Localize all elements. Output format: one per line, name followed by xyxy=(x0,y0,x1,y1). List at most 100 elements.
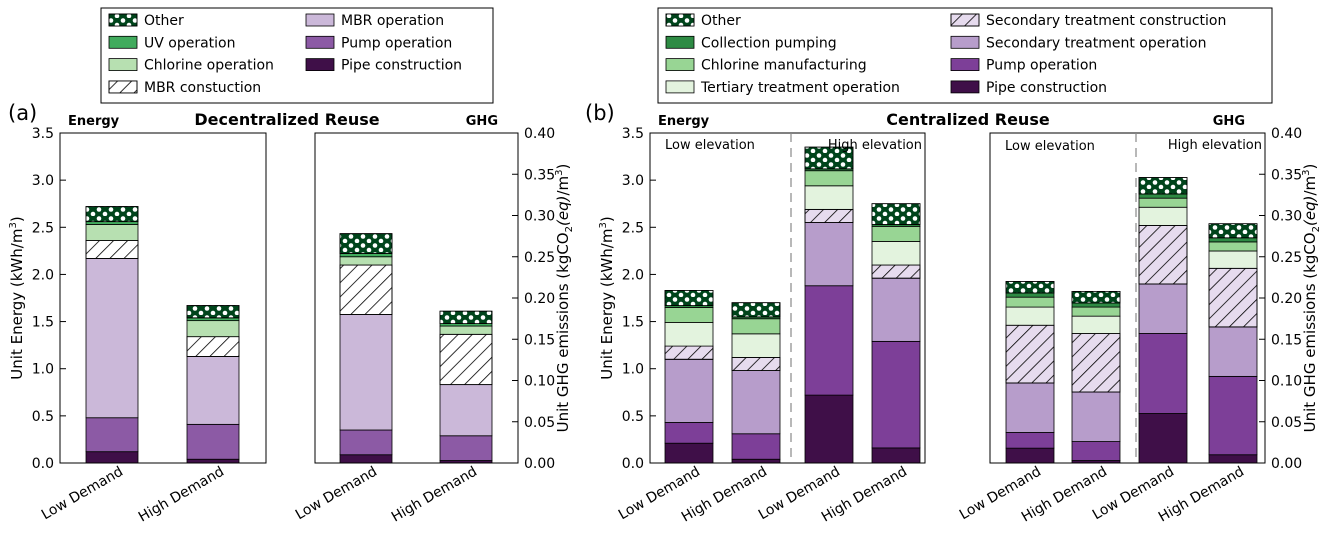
tick-label: 0.35 xyxy=(524,167,555,183)
legend-b-item-tertiary-treatment-operation-label: Tertiary treatment operation xyxy=(700,80,900,96)
legend-a: Other UV operation Chlorine operation MBR c… xyxy=(100,7,494,104)
tick-label: 0.05 xyxy=(524,415,555,431)
bar-high-demand-1-other-pattern xyxy=(186,305,240,319)
bar-high-demand-1-chlorine-operation xyxy=(186,320,240,338)
bar-low-demand-2-chlorine-manufacturing xyxy=(804,170,854,187)
region-label-high: High elevation xyxy=(828,138,922,153)
tick-label: 0.30 xyxy=(524,209,555,225)
legend-a-item-pump-operation-label: Pump operation xyxy=(341,35,452,51)
y-axis-title: Unit Energy (kWh/m3) xyxy=(8,216,26,379)
legend-a-item-uv-operation-label: UV operation xyxy=(144,35,236,51)
legend-b-item-secondary-treatment-construction-label: Secondary treatment construction xyxy=(986,13,1226,29)
region-label-high: High elevation xyxy=(1168,138,1262,153)
legend-b-item-pump-operation-swatch xyxy=(950,58,980,71)
bar-high-demand-1-pump-operation xyxy=(1071,441,1121,461)
bar-low-demand-0-pump-operation xyxy=(664,422,714,444)
legend-a-item-chlorine-operation-label: Chlorine operation xyxy=(144,58,274,74)
bar-high-demand-3-collection-pumping xyxy=(1208,237,1258,243)
bar-high-demand-1-pipe-construction xyxy=(731,458,781,464)
bar-low-demand-0-other-pattern xyxy=(85,206,139,223)
y2-axis-title-sup: 3 xyxy=(1301,169,1312,175)
tick-label: 1.5 xyxy=(622,315,644,331)
bar-high-demand-1-tertiary-treatment-operation xyxy=(731,333,781,358)
tick-label: 0.35 xyxy=(1271,167,1302,183)
bar-low-demand-0-tertiary-treatment-operation xyxy=(664,322,714,347)
bar-low-demand-2-pump-operation xyxy=(1138,333,1188,414)
legend-b-item-pump-operation-label: Pump operation xyxy=(986,58,1097,74)
bar-high-demand-1-chlorine-operation xyxy=(439,325,493,335)
chart-title: GHG xyxy=(466,114,498,129)
bar-low-demand-0-secondary-treatment-operation xyxy=(664,358,714,423)
bar-low-demand-2-collection-pumping xyxy=(1138,193,1188,199)
tick-label: 0.05 xyxy=(1271,415,1302,431)
tick-label: 3.0 xyxy=(622,173,644,189)
bar-low-demand-0-mbr-constuction-pattern xyxy=(339,264,393,315)
chart-title: GHG xyxy=(1213,114,1245,129)
bar-high-demand-3-pipe-construction xyxy=(871,447,921,464)
y-axis-title-close: ) xyxy=(8,216,26,222)
tick-label: 0.25 xyxy=(1271,250,1302,266)
legend-b-item-chlorine-manufacturing-label: Chlorine manufacturing xyxy=(701,58,867,74)
tick-label: 2.0 xyxy=(622,267,644,283)
tick-label: 0.10 xyxy=(524,374,555,390)
tick-label: 3.5 xyxy=(32,126,54,142)
y-axis-title-close: ) xyxy=(598,216,616,222)
bar-high-demand-1-mbr-constuction-pattern xyxy=(186,336,240,357)
y-axis-title: Unit Energy (kWh/m3) xyxy=(598,216,616,379)
bar-low-demand-0-pump-operation xyxy=(85,417,139,453)
bar-high-demand-3-secondary-treatment-operation xyxy=(871,277,921,342)
y2-axis-title-close: ) xyxy=(554,164,572,170)
bar-low-demand-2-secondary-treatment-construction-pattern xyxy=(804,208,854,223)
legend-b-item-pipe-construction-swatch xyxy=(950,80,980,94)
bar-low-demand-0-secondary-treatment-construction-pattern xyxy=(664,345,714,360)
bar-low-demand-2-secondary-treatment-construction-pattern xyxy=(1138,224,1188,285)
bar-high-demand-3-other-pattern xyxy=(1208,223,1258,239)
bar-high-demand-1-mbr-operation xyxy=(186,356,240,425)
chart-2-energy: Low elevation High elevation 0.0 0.5 1.0 1.5 2… xyxy=(598,114,926,525)
y-axis-title-main: Unit Energy (kWh/m xyxy=(598,229,616,380)
bar-low-demand-0-pipe-construction xyxy=(1005,447,1055,464)
tick-label: 0.5 xyxy=(32,409,54,425)
bar-low-demand-0-chlorine-manufacturing xyxy=(664,307,714,323)
bar-high-demand-1-mbr-operation xyxy=(439,384,493,437)
bar-low-demand-0-mbr-constuction-pattern xyxy=(85,240,139,259)
bar-high-demand-3-other-pattern xyxy=(871,203,921,225)
bar-low-demand-0-mbr-operation xyxy=(85,257,139,419)
y2-axis-title-sup: 3 xyxy=(554,169,565,175)
legend-b-item-other-label: Other xyxy=(701,13,741,29)
bar-low-demand-0-secondary-treatment-operation xyxy=(1005,382,1055,433)
legend-b-item-secondary-treatment-operation-label: Secondary treatment operation xyxy=(986,35,1207,51)
bar-low-demand-0-pipe-construction xyxy=(85,451,139,464)
legend-b-item-collection-pumping-label: Collection pumping xyxy=(701,35,837,51)
bar-low-demand-2-secondary-treatment-operation xyxy=(1138,283,1188,334)
legend-a-item-pipe-construction-label: Pipe construction xyxy=(341,58,462,74)
bar-high-demand-3-tertiary-treatment-operation xyxy=(871,241,921,266)
bar-low-demand-0-tertiary-treatment-operation xyxy=(1005,306,1055,326)
tick-label: 1.0 xyxy=(32,362,54,378)
y-axis-title-sup: 3 xyxy=(598,222,609,228)
panel-a-title: Decentralized Reuse xyxy=(194,110,379,129)
tick-label: 3.0 xyxy=(32,173,54,189)
bar-low-demand-0-uv-operation xyxy=(85,221,139,225)
tick-label: 0.15 xyxy=(1271,332,1302,348)
bar-low-demand-2-chlorine-manufacturing xyxy=(1138,197,1188,208)
tick-label: 0.40 xyxy=(524,126,555,142)
bar-low-demand-0-uv-operation xyxy=(339,253,393,258)
tick-label: 3.5 xyxy=(622,126,644,142)
tick-label: 2.5 xyxy=(32,220,54,236)
bar-low-demand-0-collection-pumping xyxy=(1005,292,1055,298)
y2-axis-title-main: Unit GHG emissions (kgCO xyxy=(554,232,572,432)
y2-axis-title: Unit GHG emissions (kgCO2(eq)/m3) xyxy=(554,164,575,433)
tick-label: 0.20 xyxy=(1271,291,1302,307)
tick-label: 1.0 xyxy=(622,362,644,378)
bar-low-demand-2-tertiary-treatment-operation xyxy=(804,185,854,210)
category-label: High Demand xyxy=(389,464,480,526)
legend-a-frame xyxy=(100,7,494,104)
bar-high-demand-3-secondary-treatment-construction-pattern xyxy=(871,264,921,279)
legend-b: Other Collection pumping Chlorine manufact… xyxy=(657,7,1273,104)
legend-b-item-other-swatch-pattern xyxy=(665,13,695,27)
category-label: High Demand xyxy=(136,464,227,526)
bar-low-demand-2-pipe-construction xyxy=(804,394,854,464)
tick-label: 0.20 xyxy=(524,291,555,307)
